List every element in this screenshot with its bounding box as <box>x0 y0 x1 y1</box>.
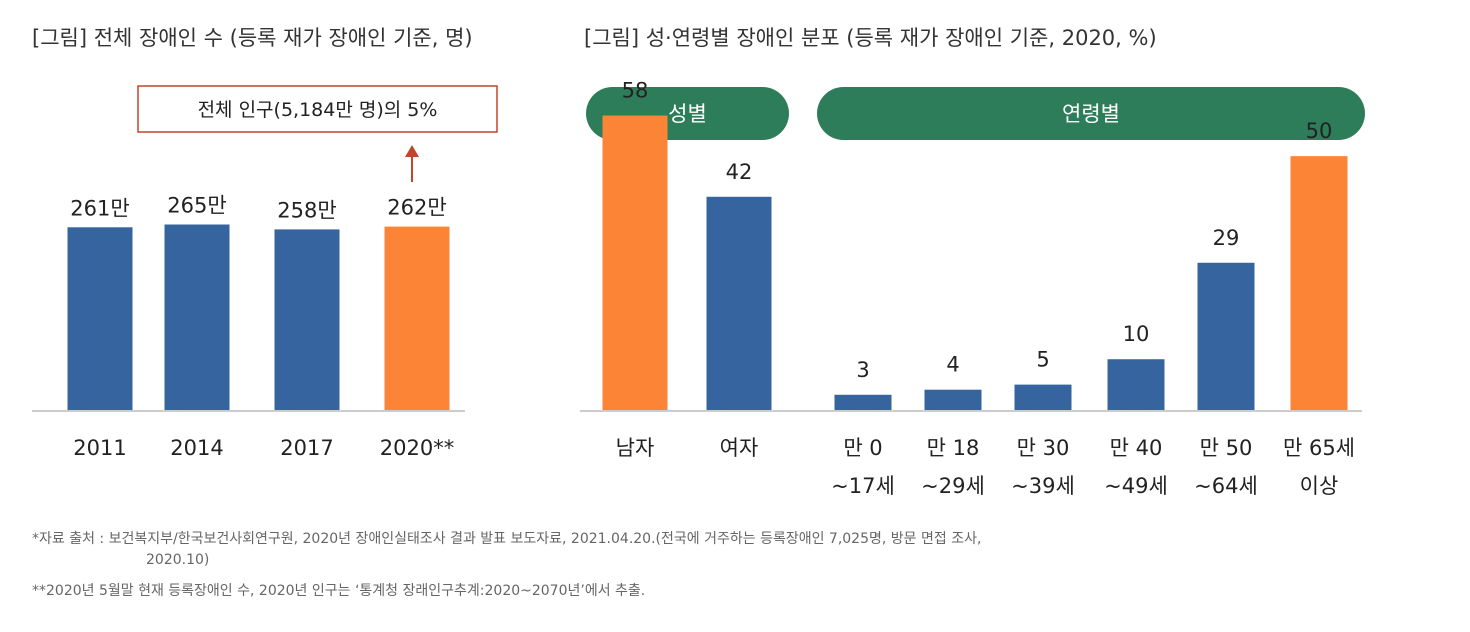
tick-label-age: 만 40 <box>1110 436 1163 460</box>
data-label-total: 262만 <box>387 196 446 220</box>
annotation-box <box>137 85 498 133</box>
data-label-total: 258만 <box>277 198 336 222</box>
header-age-label: 연령별 <box>1062 102 1120 126</box>
data-label-gender: 42 <box>726 160 753 184</box>
tick-label-age: ~39세 <box>1011 474 1075 498</box>
footnote-population: **2020년 5월말 현재 등록장애인 수, 2020년 인구는 ‘통계청 장… <box>32 583 646 599</box>
tick-label-year: 2011 <box>73 436 126 460</box>
right-chart-title: [그림] 성·연령별 장애인 분포 (등록 재가 장애인 기준, 2020, %… <box>584 26 1157 50</box>
tick-label-gender: 여자 <box>720 436 759 460</box>
tick-label-age: 만 0 <box>843 436 882 460</box>
data-label-age: 4 <box>946 353 959 377</box>
footnote-source-cont: 2020.10) <box>146 552 210 568</box>
tick-label-age: ~49세 <box>1104 474 1168 498</box>
tick-label-age: 만 50 <box>1200 436 1253 460</box>
tick-label-age: ~29세 <box>921 474 985 498</box>
bar-age-3 <box>1107 359 1165 410</box>
tick-label-age: ~64세 <box>1194 474 1258 498</box>
tick-label-year: 2014 <box>170 436 223 460</box>
bar-total-2017 <box>274 229 340 410</box>
tick-label-year: 2020** <box>380 436 454 460</box>
data-label-age: 5 <box>1036 348 1049 372</box>
bar-age-2 <box>1014 384 1072 410</box>
data-label-age: 29 <box>1213 226 1240 250</box>
footnote-source: *자료 출처 : 보건복지부/한국보건사회연구원, 2020년 장애인실태조사 … <box>32 531 982 547</box>
bar-total-2014 <box>164 224 230 410</box>
tick-label-year: 2017 <box>280 436 333 460</box>
data-label-age: 10 <box>1123 322 1150 346</box>
header-pill-age <box>817 87 1365 140</box>
bar-total-2020 <box>384 226 450 410</box>
bar-age-1 <box>924 389 982 410</box>
header-gender-label: 성별 <box>668 102 707 126</box>
left-chart-title: [그림] 전체 장애인 수 (등록 재가 장애인 기준, 명) <box>32 26 473 50</box>
tick-label-age: 이상 <box>1300 474 1339 498</box>
tick-label-age: 만 18 <box>927 436 980 460</box>
tick-label-age: 만 65세 <box>1283 436 1355 460</box>
bar-age-5 <box>1290 156 1348 410</box>
tick-label-age: 만 30 <box>1017 436 1070 460</box>
data-label-gender: 58 <box>622 79 649 103</box>
data-label-age: 50 <box>1306 119 1333 143</box>
bar-age-4 <box>1197 262 1255 410</box>
data-label-age: 3 <box>856 358 869 382</box>
annotation-text: 전체 인구(5,184만 명)의 5% <box>198 99 438 121</box>
tick-label-age: ~17세 <box>831 474 895 498</box>
annotation-arrow-head <box>405 145 419 157</box>
bar-gender-0 <box>602 115 668 411</box>
data-label-total: 265만 <box>167 194 226 218</box>
tick-label-gender: 남자 <box>616 436 655 460</box>
bar-total-2011 <box>67 227 133 410</box>
bar-age-0 <box>834 394 892 410</box>
bar-gender-1 <box>706 196 772 410</box>
data-label-total: 261만 <box>70 196 129 220</box>
